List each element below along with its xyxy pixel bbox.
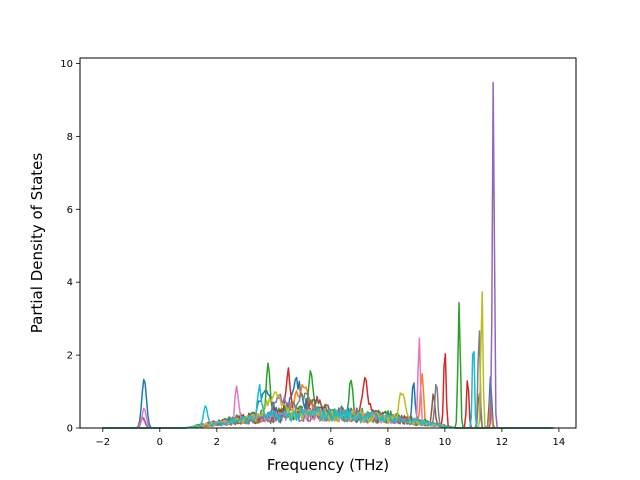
series-line-5 bbox=[102, 81, 554, 429]
ticks-layer: −2 0 2 4 6 8 10 12 14 0 2 4 6 8 10 bbox=[60, 59, 565, 448]
y-tick-label: 10 bbox=[60, 59, 73, 70]
series-line-1 bbox=[102, 376, 554, 429]
x-tick-label: 2 bbox=[214, 437, 220, 448]
y-axis-label: Partial Density of States bbox=[28, 153, 46, 334]
y-tick-label: 2 bbox=[67, 351, 73, 362]
x-tick-label: 0 bbox=[157, 437, 163, 448]
y-tick-label: 8 bbox=[67, 132, 73, 143]
series-layer bbox=[102, 81, 554, 429]
x-tick-label: 8 bbox=[385, 437, 391, 448]
y-tick-label: 4 bbox=[67, 278, 73, 289]
x-tick-label: 14 bbox=[553, 437, 566, 448]
y-tick-label: 6 bbox=[67, 205, 73, 216]
x-tick-label: 10 bbox=[439, 437, 452, 448]
x-tick-label: 4 bbox=[271, 437, 277, 448]
x-tick-label: 6 bbox=[328, 437, 334, 448]
plot-frame bbox=[79, 57, 577, 429]
x-axis-label: Frequency (THz) bbox=[267, 456, 389, 474]
x-tick-label: 12 bbox=[496, 437, 509, 448]
x-tick-label: −2 bbox=[95, 437, 110, 448]
y-tick-label: 0 bbox=[67, 424, 73, 435]
